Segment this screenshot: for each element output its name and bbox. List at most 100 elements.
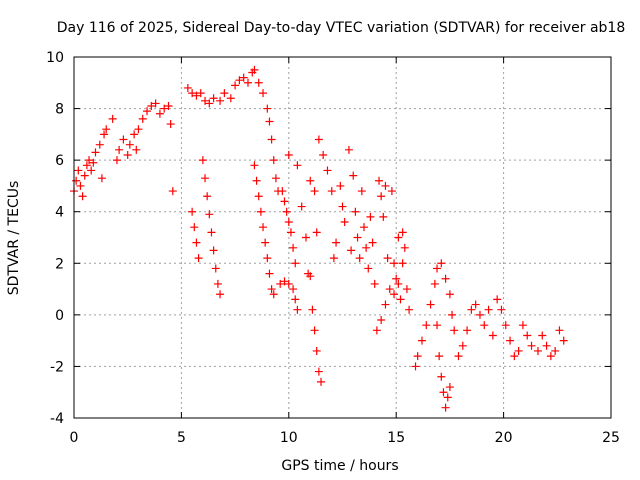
data-point — [433, 264, 442, 273]
data-point — [506, 336, 515, 345]
data-point — [448, 310, 457, 319]
data-point — [76, 181, 85, 190]
data-point — [263, 104, 272, 113]
data-point — [198, 156, 207, 165]
data-point — [183, 83, 192, 92]
data-point — [338, 202, 347, 211]
data-point — [441, 403, 450, 412]
data-point — [437, 372, 446, 381]
data-point — [314, 135, 323, 144]
data-point — [458, 341, 467, 350]
data-point — [87, 166, 96, 175]
data-point — [377, 316, 386, 325]
data-point — [278, 187, 287, 196]
y-tick-label: 0 — [55, 308, 64, 324]
data-point — [280, 277, 289, 286]
data-point — [533, 346, 542, 355]
data-point — [368, 238, 377, 247]
data-point — [160, 104, 169, 113]
data-point — [332, 238, 341, 247]
data-point — [445, 290, 454, 299]
data-point — [282, 207, 291, 216]
data-point — [394, 279, 403, 288]
data-point — [151, 99, 160, 108]
data-point — [340, 218, 349, 227]
plot-frame — [73, 56, 612, 419]
data-point — [284, 279, 293, 288]
data-point — [259, 223, 268, 232]
data-point — [405, 305, 414, 314]
data-point — [192, 91, 201, 100]
data-markers — [70, 65, 568, 412]
data-point — [291, 295, 300, 304]
data-point — [97, 174, 106, 183]
data-point — [78, 192, 87, 201]
data-point — [102, 125, 111, 134]
data-point — [390, 259, 399, 268]
data-point — [372, 326, 381, 335]
data-point — [74, 166, 83, 175]
data-point — [209, 94, 218, 103]
data-point — [293, 305, 302, 314]
data-point — [488, 331, 497, 340]
data-point — [203, 192, 212, 201]
data-point — [312, 346, 321, 355]
data-point — [357, 187, 366, 196]
data-point — [510, 352, 519, 361]
data-point — [362, 243, 371, 252]
data-point — [259, 89, 268, 98]
data-point — [252, 176, 261, 185]
data-point — [297, 202, 306, 211]
data-point — [437, 259, 446, 268]
data-point — [364, 264, 373, 273]
data-point — [394, 233, 403, 242]
data-point — [366, 212, 375, 221]
data-point — [196, 89, 205, 98]
data-point — [91, 148, 100, 157]
data-point — [201, 96, 210, 105]
data-point — [190, 223, 199, 232]
data-point — [538, 331, 547, 340]
data-point — [138, 114, 147, 123]
y-tick-label: -2 — [50, 359, 64, 375]
grid-lines — [74, 57, 611, 418]
data-point — [254, 192, 263, 201]
data-point — [231, 81, 240, 90]
data-point — [108, 114, 117, 123]
data-point — [112, 156, 121, 165]
data-point — [463, 326, 472, 335]
data-point — [493, 295, 502, 304]
data-point — [351, 207, 360, 216]
data-point — [155, 109, 164, 118]
data-point — [301, 233, 310, 242]
x-tick-label: 10 — [280, 430, 298, 446]
data-point — [559, 336, 568, 345]
data-point — [192, 238, 201, 247]
data-point — [445, 383, 454, 392]
data-point — [454, 352, 463, 361]
data-point — [168, 187, 177, 196]
data-point — [317, 377, 326, 386]
data-point — [467, 305, 476, 314]
data-point — [417, 336, 426, 345]
data-point — [188, 89, 197, 98]
data-point — [497, 305, 506, 314]
data-point — [205, 99, 214, 108]
data-point — [308, 305, 317, 314]
data-point — [381, 300, 390, 309]
data-point — [527, 341, 536, 350]
data-point — [254, 78, 263, 87]
data-point — [439, 388, 448, 397]
data-point — [226, 94, 235, 103]
data-point — [80, 171, 89, 180]
data-point — [433, 321, 442, 330]
x-tick-label: 0 — [70, 430, 79, 446]
data-point — [213, 279, 222, 288]
data-point — [250, 65, 259, 74]
data-point — [286, 228, 295, 237]
data-point — [327, 187, 336, 196]
data-point — [123, 150, 132, 159]
data-point — [306, 176, 315, 185]
data-point — [220, 89, 229, 98]
